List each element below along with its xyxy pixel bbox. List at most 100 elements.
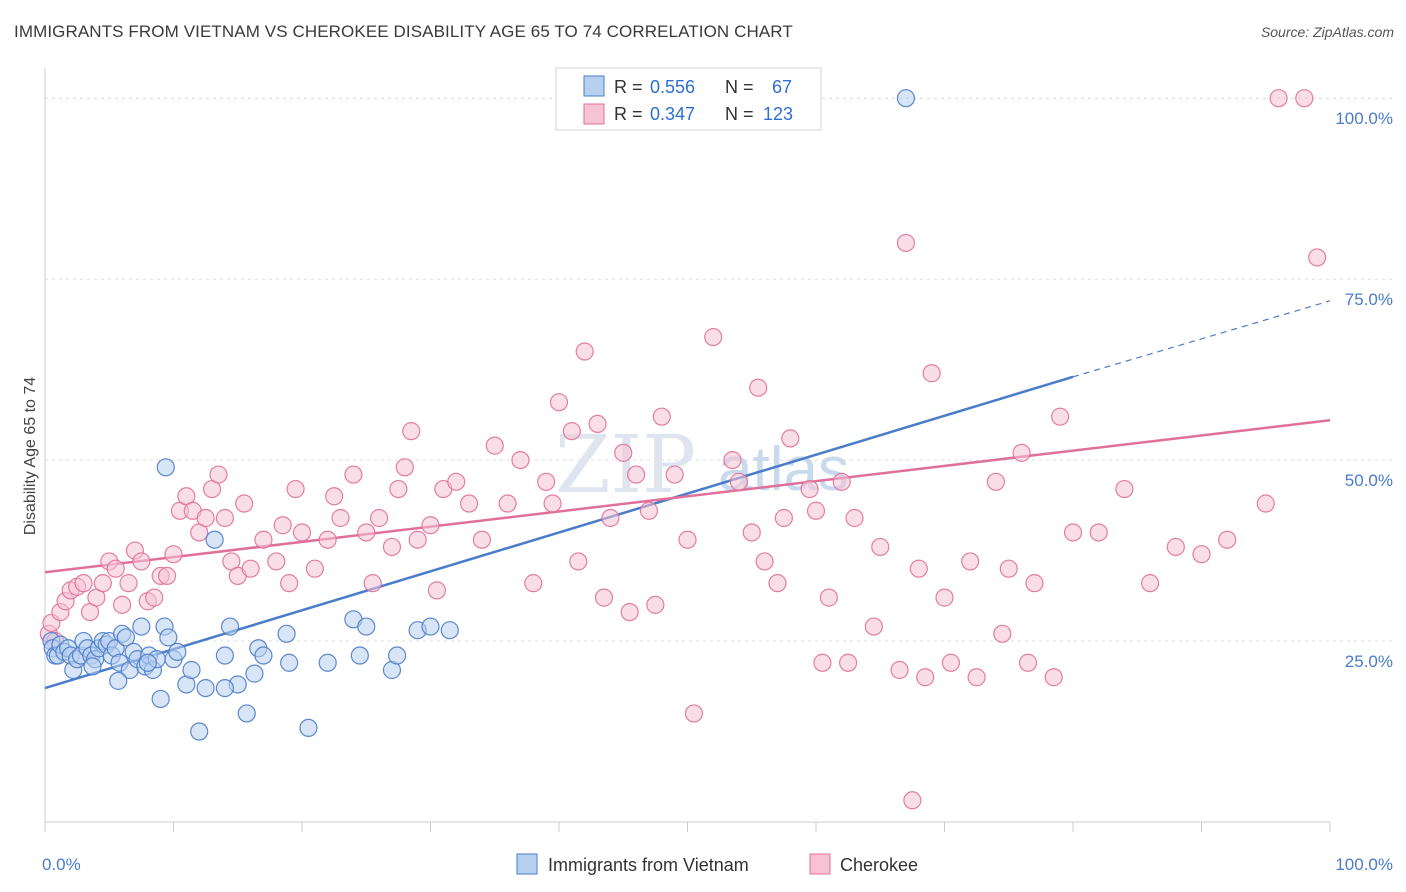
data-point: [292, 523, 312, 542]
legend-r-label-cherokee: R =: [614, 104, 643, 124]
legend-bottom-label-vietnam: Immigrants from Vietnam: [548, 855, 749, 875]
data-point: [537, 472, 556, 491]
data-point: [1018, 653, 1038, 672]
data-point: [286, 479, 305, 499]
data-point: [440, 621, 459, 640]
data-point: [109, 671, 128, 690]
data-point: [819, 588, 838, 607]
data-point: [164, 545, 183, 564]
data-point: [1269, 89, 1288, 108]
data-point: [1051, 407, 1070, 426]
data-point: [370, 508, 389, 528]
data-point: [704, 327, 723, 347]
data-point: [447, 472, 466, 491]
data-point: [237, 704, 256, 723]
data-point: [684, 704, 704, 723]
data-point: [74, 574, 93, 593]
data-point: [620, 602, 639, 622]
data-point: [986, 472, 1006, 491]
data-point: [209, 465, 228, 484]
data-point: [318, 530, 337, 549]
data-point: [890, 660, 909, 680]
data-point: [119, 574, 138, 593]
data-point: [132, 617, 151, 636]
data-point: [280, 574, 299, 593]
data-point: [427, 581, 447, 600]
data-point: [132, 552, 151, 571]
data-point: [357, 617, 376, 636]
data-point: [190, 722, 209, 741]
data-point: [575, 342, 594, 361]
data-point: [267, 552, 286, 571]
data-point: [614, 443, 633, 462]
data-point: [344, 465, 363, 484]
data-point: [1308, 248, 1327, 267]
data-point: [112, 595, 132, 614]
series-legend: Immigrants from Vietnam Cherokee: [516, 853, 918, 875]
data-point: [459, 494, 479, 513]
data-point: [806, 501, 826, 520]
data-point: [196, 678, 215, 698]
x-tick-label: 0.0%: [42, 855, 81, 874]
data-point: [215, 646, 234, 665]
data-point: [723, 450, 742, 470]
data-point: [896, 233, 916, 253]
data-point: [408, 530, 427, 549]
legend-bottom-label-cherokee: Cherokee: [840, 855, 918, 875]
data-point: [1089, 523, 1108, 542]
data-point: [1256, 494, 1275, 513]
legend-n-value-cherokee: 123: [763, 104, 793, 124]
data-point: [1192, 545, 1211, 564]
data-point: [389, 479, 408, 499]
data-point: [196, 508, 215, 528]
data-point: [1063, 523, 1083, 542]
data-point: [498, 494, 517, 513]
data-points: [39, 89, 1327, 810]
data-point: [106, 559, 125, 578]
source-credit: Source: ZipAtlas.com: [1260, 24, 1394, 40]
data-point: [569, 552, 588, 571]
trend-line-extension: [1072, 300, 1331, 378]
data-point: [363, 574, 382, 593]
data-point: [387, 646, 407, 665]
legend-n-label-vietnam: N =: [725, 77, 754, 97]
data-point: [594, 588, 614, 607]
data-point: [235, 494, 254, 513]
gridlines: [45, 97, 1393, 642]
legend-r-value-vietnam: 0.556: [650, 77, 695, 97]
data-point: [864, 617, 883, 636]
data-point: [245, 664, 264, 683]
series-cherokee: [39, 89, 1327, 810]
data-point: [742, 523, 761, 542]
data-point: [749, 378, 768, 397]
data-point: [151, 689, 170, 709]
data-point: [1166, 537, 1185, 557]
data-point: [935, 588, 954, 607]
data-point: [941, 653, 961, 672]
data-point: [156, 458, 175, 477]
data-point: [1044, 668, 1063, 687]
data-point: [768, 574, 787, 593]
legend-swatch-vietnam: [583, 75, 605, 97]
data-point: [215, 508, 234, 528]
data-point: [157, 566, 177, 586]
legend-r-value-cherokee: 0.347: [650, 104, 695, 124]
data-point: [182, 660, 201, 680]
data-point: [511, 450, 530, 470]
data-point: [421, 617, 440, 636]
data-point: [729, 472, 749, 491]
data-point: [652, 407, 671, 426]
data-point: [1012, 443, 1031, 462]
data-point: [967, 668, 986, 687]
y-axis-label: Disability Age 65 to 74: [22, 377, 39, 535]
data-point: [524, 574, 543, 593]
data-point: [159, 628, 178, 647]
legend-n-label-cherokee: N =: [725, 104, 754, 124]
data-point: [318, 653, 337, 672]
data-point: [646, 595, 665, 614]
data-point: [1115, 479, 1134, 499]
data-point: [277, 624, 296, 643]
data-point: [543, 494, 562, 513]
data-point: [485, 436, 504, 455]
